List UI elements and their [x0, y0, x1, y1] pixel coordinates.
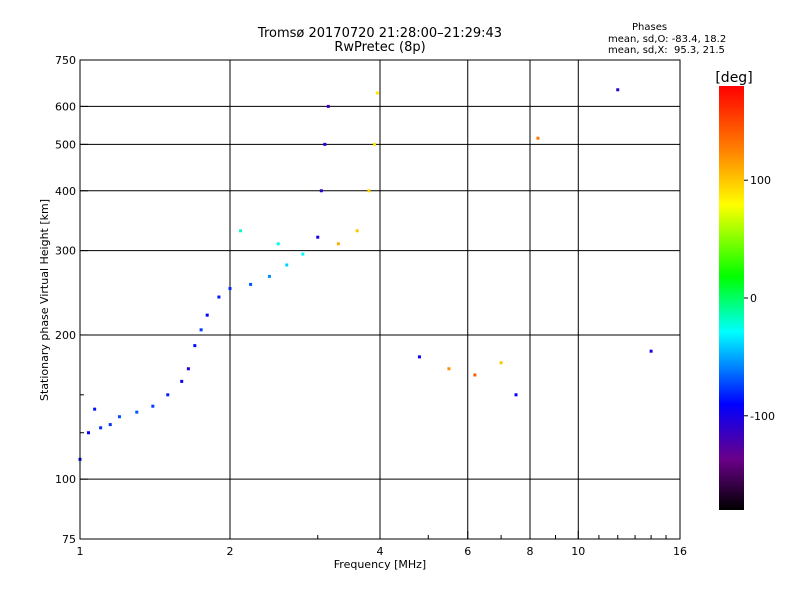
y-tick-label: 300	[55, 245, 76, 258]
colorbar-ticks: 100 0 -100	[744, 174, 775, 423]
data-point	[301, 252, 305, 256]
data-point	[249, 282, 253, 286]
data-point	[616, 88, 620, 92]
data-point	[447, 367, 451, 371]
data-point	[151, 404, 155, 408]
data-point	[117, 415, 121, 419]
colorbar-tick-label: -100	[750, 410, 775, 423]
data-point	[135, 410, 139, 414]
chart-subtitle: RwPretec (8p)	[334, 40, 426, 55]
data-point	[276, 242, 280, 246]
x-axis-label: Frequency [MHz]	[334, 558, 426, 571]
chart-title: Tromsø 20170720 21:28:00–21:29:43	[257, 26, 503, 41]
colorbar	[719, 86, 744, 510]
y-tick-label: 750	[55, 54, 76, 67]
grid-lines	[80, 60, 680, 539]
phase-stats-o-mode: mean, sd,O: -83.4, 18.2	[608, 34, 727, 45]
y-axis-label: Stationary phase Virtual Height [km]	[38, 199, 51, 401]
y-tick-label: 75	[62, 533, 76, 546]
data-point	[186, 367, 190, 371]
y-axis-ticks: 75 100 200 300 400 500 600 750	[55, 54, 88, 546]
data-point	[326, 104, 330, 108]
colorbar-tick-label: 100	[750, 174, 771, 187]
data-point	[108, 423, 112, 427]
y-tick-label: 400	[55, 185, 76, 198]
data-point	[355, 229, 359, 233]
data-point	[217, 295, 221, 299]
data-point	[373, 142, 377, 146]
phase-stats-x-mode: mean, sd,X: 95.3, 21.5	[608, 45, 725, 56]
data-point	[199, 328, 203, 332]
data-point	[285, 263, 289, 267]
data-point	[93, 407, 97, 411]
x-tick-label: 16	[673, 545, 687, 558]
data-point	[323, 142, 327, 146]
data-point	[86, 431, 90, 435]
y-tick-label: 500	[55, 138, 76, 151]
data-point	[649, 349, 653, 353]
data-point	[180, 379, 184, 383]
x-tick-label: 10	[571, 545, 585, 558]
y-tick-label: 200	[55, 329, 76, 342]
data-point	[99, 426, 103, 430]
data-point	[514, 393, 518, 397]
data-point	[319, 189, 323, 193]
data-point	[267, 274, 271, 278]
data-point	[536, 136, 540, 140]
data-point	[375, 91, 379, 95]
x-tick-label: 8	[527, 545, 534, 558]
y-tick-label: 100	[55, 473, 76, 486]
data-point	[228, 287, 232, 291]
data-point	[499, 361, 503, 365]
data-point	[205, 313, 209, 317]
data-point	[239, 229, 243, 233]
colorbar-tick-label: 0	[750, 292, 757, 305]
colorbar-unit-label: [deg]	[715, 70, 753, 86]
x-axis-ticks: 1 2 4 6 8 10 16	[77, 531, 687, 558]
phase-stats-heading: Phases	[632, 22, 668, 33]
x-tick-label: 4	[377, 545, 384, 558]
y-tick-label: 600	[55, 100, 76, 113]
data-point	[336, 242, 340, 246]
data-point	[193, 344, 197, 348]
data-point	[316, 235, 320, 239]
data-point	[166, 393, 170, 397]
data-point	[367, 189, 371, 193]
data-point	[417, 355, 421, 359]
x-tick-label: 6	[464, 545, 471, 558]
x-tick-label: 2	[227, 545, 234, 558]
x-tick-label: 1	[77, 545, 84, 558]
data-point	[473, 373, 477, 377]
